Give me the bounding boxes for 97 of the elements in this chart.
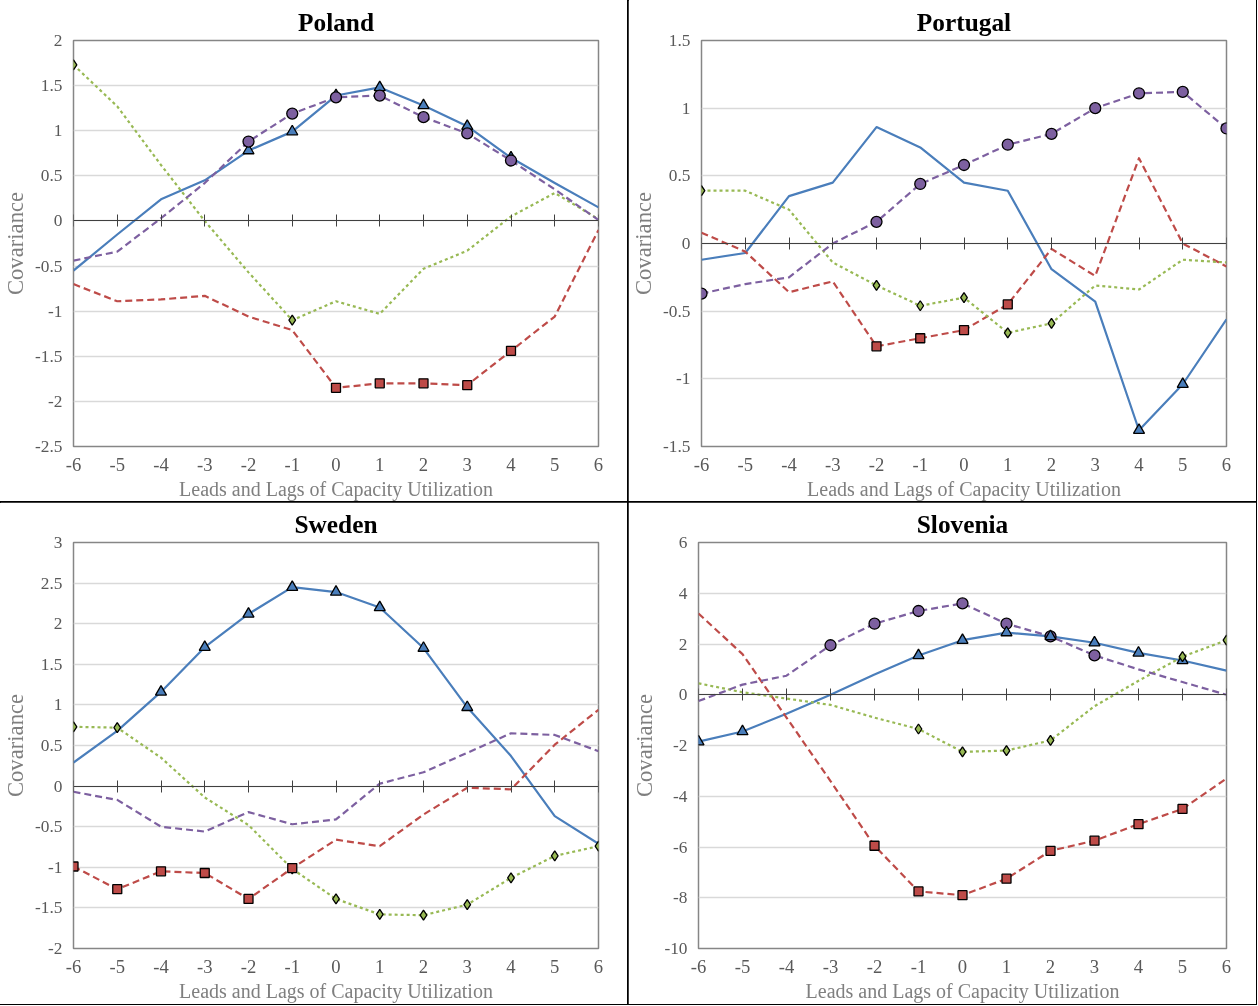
x-tick-label: 5 bbox=[1178, 453, 1188, 475]
y-tick-label: 0 bbox=[681, 234, 691, 253]
y-tick-label: -2 bbox=[48, 939, 63, 958]
y-tick-label: 1.5 bbox=[40, 654, 63, 674]
x-tick-label: -3 bbox=[196, 453, 213, 475]
x-tick-label: -4 bbox=[153, 453, 170, 475]
y-tick-label: 0 bbox=[53, 776, 63, 796]
x-tick-label: 6 bbox=[593, 453, 604, 475]
x-axis-title: Leads and Lags of Capacity Utilization bbox=[807, 477, 1121, 501]
x-tick-label: -2 bbox=[868, 453, 885, 475]
y-tick-label: -10 bbox=[664, 939, 688, 958]
x-tick-label: 2 bbox=[418, 453, 429, 475]
y-tick-label: 0.5 bbox=[40, 166, 63, 186]
chart-title: Portugal bbox=[916, 7, 1012, 36]
y-tick-label: -1.5 bbox=[35, 346, 63, 366]
x-tick-label: 1 bbox=[1003, 453, 1013, 475]
x-tick-label: -4 bbox=[153, 955, 170, 977]
x-tick-label: -3 bbox=[824, 453, 841, 475]
x-tick-label: -5 bbox=[737, 453, 754, 475]
x-tick-label: 0 bbox=[957, 955, 968, 977]
y-tick-label: 0 bbox=[53, 211, 63, 231]
y-tick-label: -0.5 bbox=[35, 817, 63, 837]
x-tick-label: 5 bbox=[550, 955, 560, 977]
x-tick-label: 6 bbox=[1221, 453, 1232, 475]
x-tick-label: 5 bbox=[550, 453, 560, 475]
x-tick-label: 4 bbox=[1134, 453, 1145, 475]
x-tick-label: -2 bbox=[866, 955, 883, 977]
x-tick-label: -5 bbox=[734, 955, 751, 977]
x-tick-label: -1 bbox=[912, 453, 929, 475]
y-tick-label: -1 bbox=[676, 369, 691, 389]
y-tick-label: 0 bbox=[678, 685, 688, 705]
y-tick-label: 4 bbox=[678, 583, 688, 603]
y-axis-title: Covariance bbox=[632, 693, 658, 798]
x-tick-label: 3 bbox=[1090, 453, 1100, 475]
y-tick-label: -2 bbox=[673, 736, 688, 755]
y-tick-label: 6 bbox=[678, 533, 688, 552]
x-tick-label: 1 bbox=[375, 955, 385, 977]
x-tick-label: 2 bbox=[418, 955, 429, 977]
x-tick-label: 6 bbox=[1221, 955, 1232, 977]
y-tick-label: -1.5 bbox=[35, 898, 63, 918]
x-tick-label: -4 bbox=[781, 453, 798, 475]
x-tick-label: -2 bbox=[240, 453, 257, 475]
y-axis-title: Covariance bbox=[3, 191, 29, 296]
x-tick-label: -3 bbox=[822, 955, 839, 977]
x-tick-label: 6 bbox=[593, 955, 604, 977]
y-tick-label: -2 bbox=[48, 391, 63, 411]
chart-title: Poland bbox=[298, 7, 375, 36]
x-tick-label: 3 bbox=[462, 453, 472, 475]
y-tick-label: 0.5 bbox=[40, 736, 63, 755]
y-tick-label: 2 bbox=[678, 634, 688, 654]
y-tick-label: 3 bbox=[53, 533, 63, 552]
y-tick-label: 2.5 bbox=[40, 573, 63, 593]
x-tick-label: -1 bbox=[910, 955, 927, 977]
y-tick-label: 1 bbox=[53, 121, 63, 141]
y-tick-label: 2 bbox=[53, 614, 63, 634]
x-tick-label: 5 bbox=[1177, 955, 1188, 977]
x-tick-label: 4 bbox=[1133, 955, 1144, 977]
x-tick-label: -3 bbox=[196, 955, 213, 977]
y-tick-label: -1 bbox=[48, 301, 63, 321]
x-axis-title: Leads and Lags of Capacity Utilization bbox=[179, 477, 493, 501]
y-tick-label: 1 bbox=[53, 695, 63, 715]
x-tick-label: 3 bbox=[1089, 955, 1100, 977]
chart-title: Sweden bbox=[294, 509, 378, 538]
y-axis-title: Covariance bbox=[3, 693, 29, 798]
y-tick-label: -8 bbox=[673, 888, 688, 908]
x-tick-label: 3 bbox=[462, 955, 472, 977]
y-tick-label: 1.5 bbox=[668, 31, 691, 50]
y-tick-label: -4 bbox=[673, 786, 688, 806]
y-axis-title: Covariance bbox=[631, 191, 657, 296]
y-tick-label: -0.5 bbox=[35, 256, 63, 276]
y-tick-label: -1.5 bbox=[663, 437, 691, 456]
y-tick-label: -1 bbox=[48, 857, 63, 877]
y-tick-label: 2 bbox=[53, 31, 63, 50]
x-tick-label: 1 bbox=[375, 453, 385, 475]
x-tick-label: -4 bbox=[778, 955, 795, 977]
x-tick-label: -2 bbox=[240, 955, 257, 977]
x-tick-label: 2 bbox=[1046, 453, 1057, 475]
x-tick-label: -1 bbox=[284, 955, 301, 977]
x-tick-label: 0 bbox=[331, 955, 341, 977]
y-tick-label: -0.5 bbox=[663, 301, 691, 321]
x-tick-label: 4 bbox=[506, 955, 517, 977]
chart-title: Slovenia bbox=[916, 509, 1009, 538]
x-tick-label: 0 bbox=[331, 453, 341, 475]
x-tick-label: 2 bbox=[1045, 955, 1056, 977]
x-tick-label: -1 bbox=[284, 453, 301, 475]
y-tick-label: 1.5 bbox=[40, 76, 63, 96]
y-tick-label: 0.5 bbox=[668, 166, 691, 186]
y-tick-label: -2.5 bbox=[35, 437, 63, 456]
x-tick-label: 4 bbox=[506, 453, 517, 475]
x-axis-title: Leads and Lags of Capacity Utilization bbox=[805, 979, 1120, 1003]
x-tick-label: -5 bbox=[109, 955, 126, 977]
x-tick-label: 0 bbox=[959, 453, 969, 475]
y-tick-label: -6 bbox=[673, 837, 688, 857]
x-tick-label: 1 bbox=[1001, 955, 1012, 977]
y-tick-label: 1 bbox=[681, 98, 691, 118]
x-tick-label: -5 bbox=[109, 453, 126, 475]
x-axis-title: Leads and Lags of Capacity Utilization bbox=[179, 979, 493, 1003]
